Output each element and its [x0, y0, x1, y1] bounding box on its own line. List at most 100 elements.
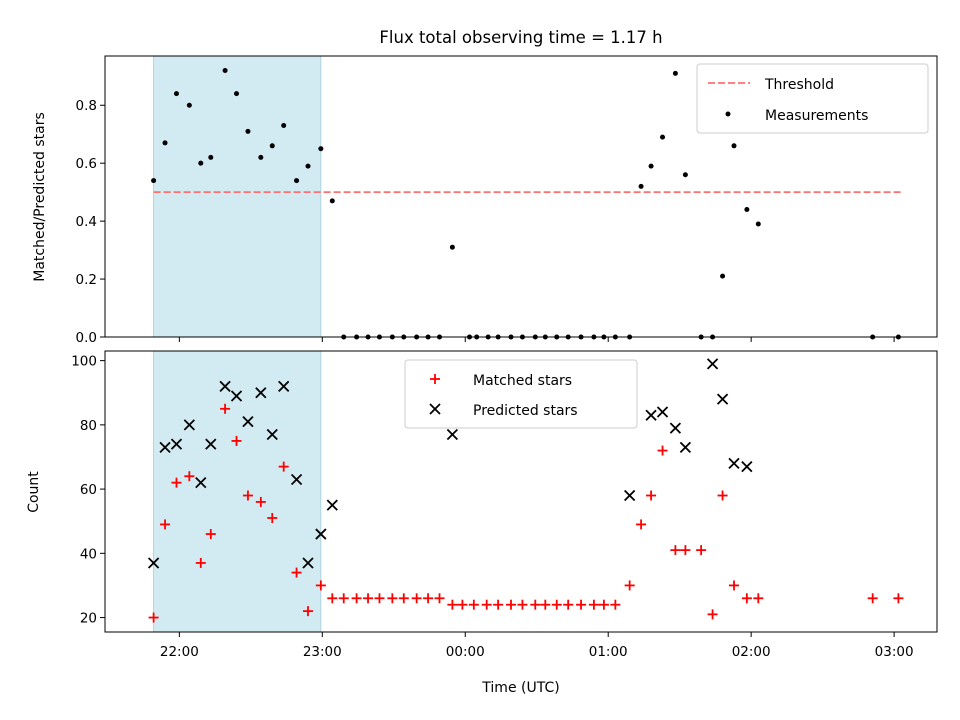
- measurement-point: [245, 128, 251, 134]
- measurement-point: [222, 67, 228, 73]
- matched-star-point: [670, 545, 681, 556]
- top-legend: Threshold Measurements: [696, 63, 929, 134]
- matched-star-point: [530, 599, 541, 610]
- matched-star-point: [148, 612, 159, 623]
- measurement-point: [648, 163, 654, 169]
- matched-star-point: [893, 593, 904, 604]
- predicted-star-point: [315, 528, 327, 540]
- bottom-axes-frame: [104, 350, 938, 633]
- measurement-point: [682, 172, 688, 178]
- matched-star-point: [680, 545, 691, 556]
- measurement-point: [173, 91, 179, 97]
- top-ytick-label: 0.8: [76, 98, 97, 114]
- predicted-star-point: [205, 438, 217, 450]
- measurement-point: [720, 273, 726, 279]
- bottom-xtick-label: 03:00: [875, 644, 914, 660]
- matched-star-point: [636, 519, 647, 530]
- predicted-star-point: [728, 457, 740, 470]
- matched-star-point: [387, 593, 398, 604]
- bottom-ytick-label: 40: [80, 546, 97, 562]
- matched-star-point: [657, 445, 668, 456]
- matched-star-point: [551, 599, 562, 610]
- bottom-xtick-label: 00:00: [446, 644, 485, 660]
- matched-star-point: [493, 599, 504, 610]
- predicted-star-point: [170, 438, 183, 450]
- matched-star-point: [468, 599, 479, 610]
- bottom-panel: 20 40 60 80 100 22:00 23:00 00:00 01:00 02:00 03:…: [26, 350, 938, 696]
- bottom-legend: Matched stars Predicted stars: [404, 359, 638, 429]
- predicted-star-point: [624, 489, 636, 502]
- bottom-ytick-label: 100: [71, 354, 97, 370]
- top-ytick-label: 0.6: [76, 156, 97, 172]
- predicted-star-point: [656, 406, 669, 418]
- matched-star-point: [423, 593, 434, 604]
- top-axes-frame: [104, 55, 938, 338]
- legend-predicted-label: Predicted stars: [473, 403, 578, 419]
- matched-star-point: [729, 580, 740, 591]
- bottom-ylabel: Count: [26, 471, 42, 513]
- matched-star-point: [160, 519, 171, 530]
- measurement-point: [305, 163, 311, 169]
- matched-star-point: [563, 599, 574, 610]
- matched-star-point: [338, 593, 349, 604]
- matched-star-point: [741, 593, 752, 604]
- matched-star-point: [598, 599, 609, 610]
- predicted-star-point: [716, 393, 729, 405]
- legend-measurements-label: Measurements: [765, 108, 868, 124]
- matched-star-point: [717, 490, 728, 501]
- matched-star-point: [374, 593, 385, 604]
- predicted-star-point: [290, 473, 303, 486]
- matched-star-point: [267, 512, 278, 523]
- predicted-star-point: [266, 428, 278, 441]
- measurement-point: [660, 134, 666, 140]
- matched-star-point: [315, 580, 326, 591]
- matched-star-point: [707, 609, 718, 620]
- legend-matched-swatch: [430, 374, 440, 384]
- measurement-point: [329, 198, 335, 204]
- matched-star-point: [220, 403, 231, 414]
- matched-star-point: [411, 593, 422, 604]
- matched-star-point: [457, 599, 468, 610]
- predicted-star-point: [183, 419, 195, 431]
- predicted-star-point: [706, 358, 719, 370]
- bottom-ytick-label: 60: [80, 482, 97, 498]
- measurement-point: [258, 154, 264, 160]
- bottom-shaded-span: [153, 350, 322, 633]
- legend-predicted-swatch: [429, 403, 441, 415]
- measurement-point: [234, 91, 240, 97]
- predicted-star-point: [679, 441, 692, 453]
- measurement-point: [744, 207, 750, 213]
- chart-title: Flux total observing time = 1.17 h: [379, 28, 662, 47]
- matched-star-point: [505, 599, 516, 610]
- matched-star-point: [195, 557, 206, 568]
- predicted-star-point: [219, 380, 231, 392]
- matched-star-point: [255, 496, 266, 507]
- measurement-point: [294, 178, 300, 184]
- matched-star-point: [867, 593, 878, 604]
- matched-star-point: [447, 599, 458, 610]
- measurement-point: [186, 102, 192, 108]
- matched-star-point: [624, 580, 635, 591]
- matched-star-point: [351, 593, 362, 604]
- bottom-xtick-label: 23:00: [303, 644, 342, 660]
- matched-star-point: [242, 490, 253, 501]
- matched-star-point: [696, 545, 707, 556]
- matched-star-point: [291, 567, 302, 578]
- predicted-star-point: [741, 460, 753, 473]
- predicted-star-point: [195, 477, 207, 489]
- matched-star-point: [205, 529, 216, 540]
- legend-threshold-label: Threshold: [764, 77, 834, 93]
- predicted-star-point: [326, 499, 338, 511]
- measurement-point: [449, 244, 455, 250]
- top-ytick-label: 0.2: [76, 272, 97, 288]
- bottom-xtick-label: 01:00: [589, 644, 628, 660]
- bottom-ytick-label: 80: [80, 418, 97, 434]
- matched-star-point: [434, 593, 445, 604]
- top-panel: 0.00.20.40.60.8 Matched/Predicted stars …: [32, 55, 938, 346]
- measurement-point: [281, 123, 287, 129]
- matched-star-point: [231, 435, 242, 446]
- measurement-point: [151, 178, 157, 184]
- matched-star-point: [184, 471, 195, 482]
- matched-star-point: [517, 599, 528, 610]
